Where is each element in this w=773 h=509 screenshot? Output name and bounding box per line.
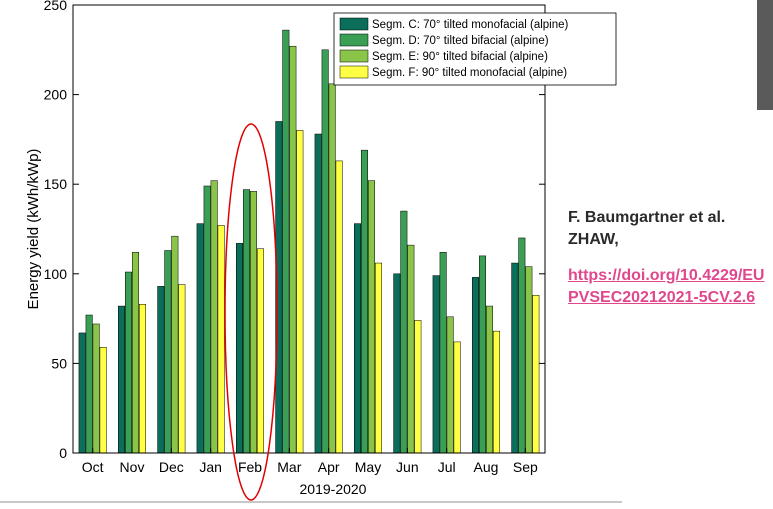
- x-tick-label: Jan: [199, 459, 222, 475]
- bar-sep-4: [532, 295, 540, 454]
- bar-jul-4: [453, 341, 461, 454]
- citation-block: F. Baumgartner et al. ZHAW, https://doi.…: [568, 207, 768, 309]
- doi-link[interactable]: https://doi.org/10.4229/EUPVSEC20212021-…: [568, 267, 765, 306]
- y-tick-label: 200: [44, 87, 68, 103]
- bar-sep-1: [511, 262, 519, 454]
- bar-may-3: [368, 180, 375, 454]
- legend-label: Segm. C: 70° tilted monofacial (alpine): [372, 19, 569, 31]
- x-tick-label: Sep: [513, 459, 538, 475]
- bar-dec-2: [164, 250, 172, 454]
- y-tick-label: 100: [44, 266, 68, 282]
- highlight-ellipse: [224, 123, 278, 501]
- legend: Segm. C: 70° tilted monofacial (alpine) S…: [333, 12, 617, 86]
- bar-apr-4: [335, 160, 343, 454]
- bar-aug-3: [486, 305, 493, 454]
- bar-mar-4: [296, 130, 304, 454]
- legend-box: [333, 12, 617, 86]
- right-edge-frame: [757, 0, 773, 110]
- x-tick-label: Oct: [82, 459, 104, 475]
- legend-swatch: [339, 17, 369, 31]
- bar-jan-4: [217, 225, 225, 454]
- bar-nov-2: [125, 271, 132, 454]
- bar-apr-2: [321, 49, 329, 454]
- legend-swatch: [339, 33, 369, 47]
- x-tick-label: Aug: [474, 459, 499, 475]
- bar-dec-4: [178, 284, 186, 454]
- x-tick-label: May: [355, 459, 381, 475]
- bar-nov-1: [118, 305, 125, 454]
- x-tick-label: Mar: [277, 459, 301, 475]
- x-axis-ticks: Oct Nov Dec Jan Feb Mar Apr May Jun Jul Aug Sep: [82, 448, 538, 475]
- bar-nov-3: [132, 252, 139, 454]
- bar-dec-1: [157, 286, 165, 454]
- y-tick-label: 250: [44, 0, 68, 13]
- bar-jun-4: [414, 320, 422, 454]
- bar-jan-3: [210, 180, 218, 454]
- bar-oct-2: [85, 314, 93, 454]
- bar-jan-1: [196, 223, 204, 454]
- x-tick-label: Jun: [396, 459, 419, 475]
- x-tick-label: Dec: [159, 459, 184, 475]
- x-tick-label: Jul: [438, 459, 456, 475]
- bar-mar-2: [282, 29, 290, 454]
- bar-jan-2: [203, 185, 211, 454]
- bar-aug-4: [493, 330, 500, 454]
- bar-jun-2: [400, 210, 408, 454]
- legend-label: Segm. E: 90° tilted bifacial (alpine): [372, 51, 548, 63]
- bottom-divider: [0, 501, 622, 503]
- bar-apr-1: [314, 133, 322, 454]
- y-tick-label: 150: [44, 176, 68, 192]
- bar-may-2: [361, 149, 368, 454]
- author-text: F. Baumgartner et al. ZHAW,: [568, 209, 726, 248]
- legend-swatch: [339, 49, 369, 63]
- bar-jul-3: [446, 316, 454, 454]
- x-axis-label: 2019-2020: [300, 481, 367, 497]
- bar-aug-1: [472, 277, 479, 454]
- bar-feb-2: [243, 189, 250, 454]
- legend-swatch: [339, 65, 369, 79]
- bar-jun-3: [407, 244, 415, 454]
- bar-feb-4: [257, 248, 264, 454]
- bar-jul-2: [439, 252, 447, 454]
- bar-may-4: [375, 262, 382, 454]
- y-axis-ticks: 0 50 100 150 200 250: [44, 0, 545, 461]
- y-tick-label: 0: [59, 445, 67, 461]
- y-axis-label: Energy yield (kWh/kWp): [25, 149, 42, 310]
- bar-may-1: [354, 223, 361, 454]
- bar-dec-3: [171, 235, 179, 454]
- x-tick-label: Nov: [120, 459, 145, 475]
- bar-aug-2: [479, 255, 486, 454]
- x-tick-label: Feb: [238, 459, 262, 475]
- legend-label: Segm. D: 70° tilted bifacial (alpine): [372, 35, 549, 47]
- y-tick-label: 50: [51, 355, 67, 371]
- plot-frame: [72, 4, 546, 454]
- bar-apr-3: [328, 83, 336, 454]
- bar-mar-3: [289, 45, 297, 454]
- bar-sep-3: [525, 266, 533, 454]
- bar-oct-3: [92, 323, 100, 454]
- bar-nov-4: [139, 304, 146, 454]
- bar-sep-2: [518, 237, 526, 454]
- bar-oct-1: [78, 332, 86, 454]
- bar-oct-4: [99, 347, 107, 454]
- bars-layer: [78, 29, 540, 454]
- bar-jul-1: [432, 275, 440, 454]
- bar-feb-1: [236, 243, 243, 454]
- legend-label: Segm. F: 90° tilted monofacial (alpine): [372, 67, 567, 79]
- bar-jun-1: [393, 273, 401, 454]
- bar-feb-3: [250, 191, 257, 454]
- x-tick-label: Apr: [318, 459, 340, 475]
